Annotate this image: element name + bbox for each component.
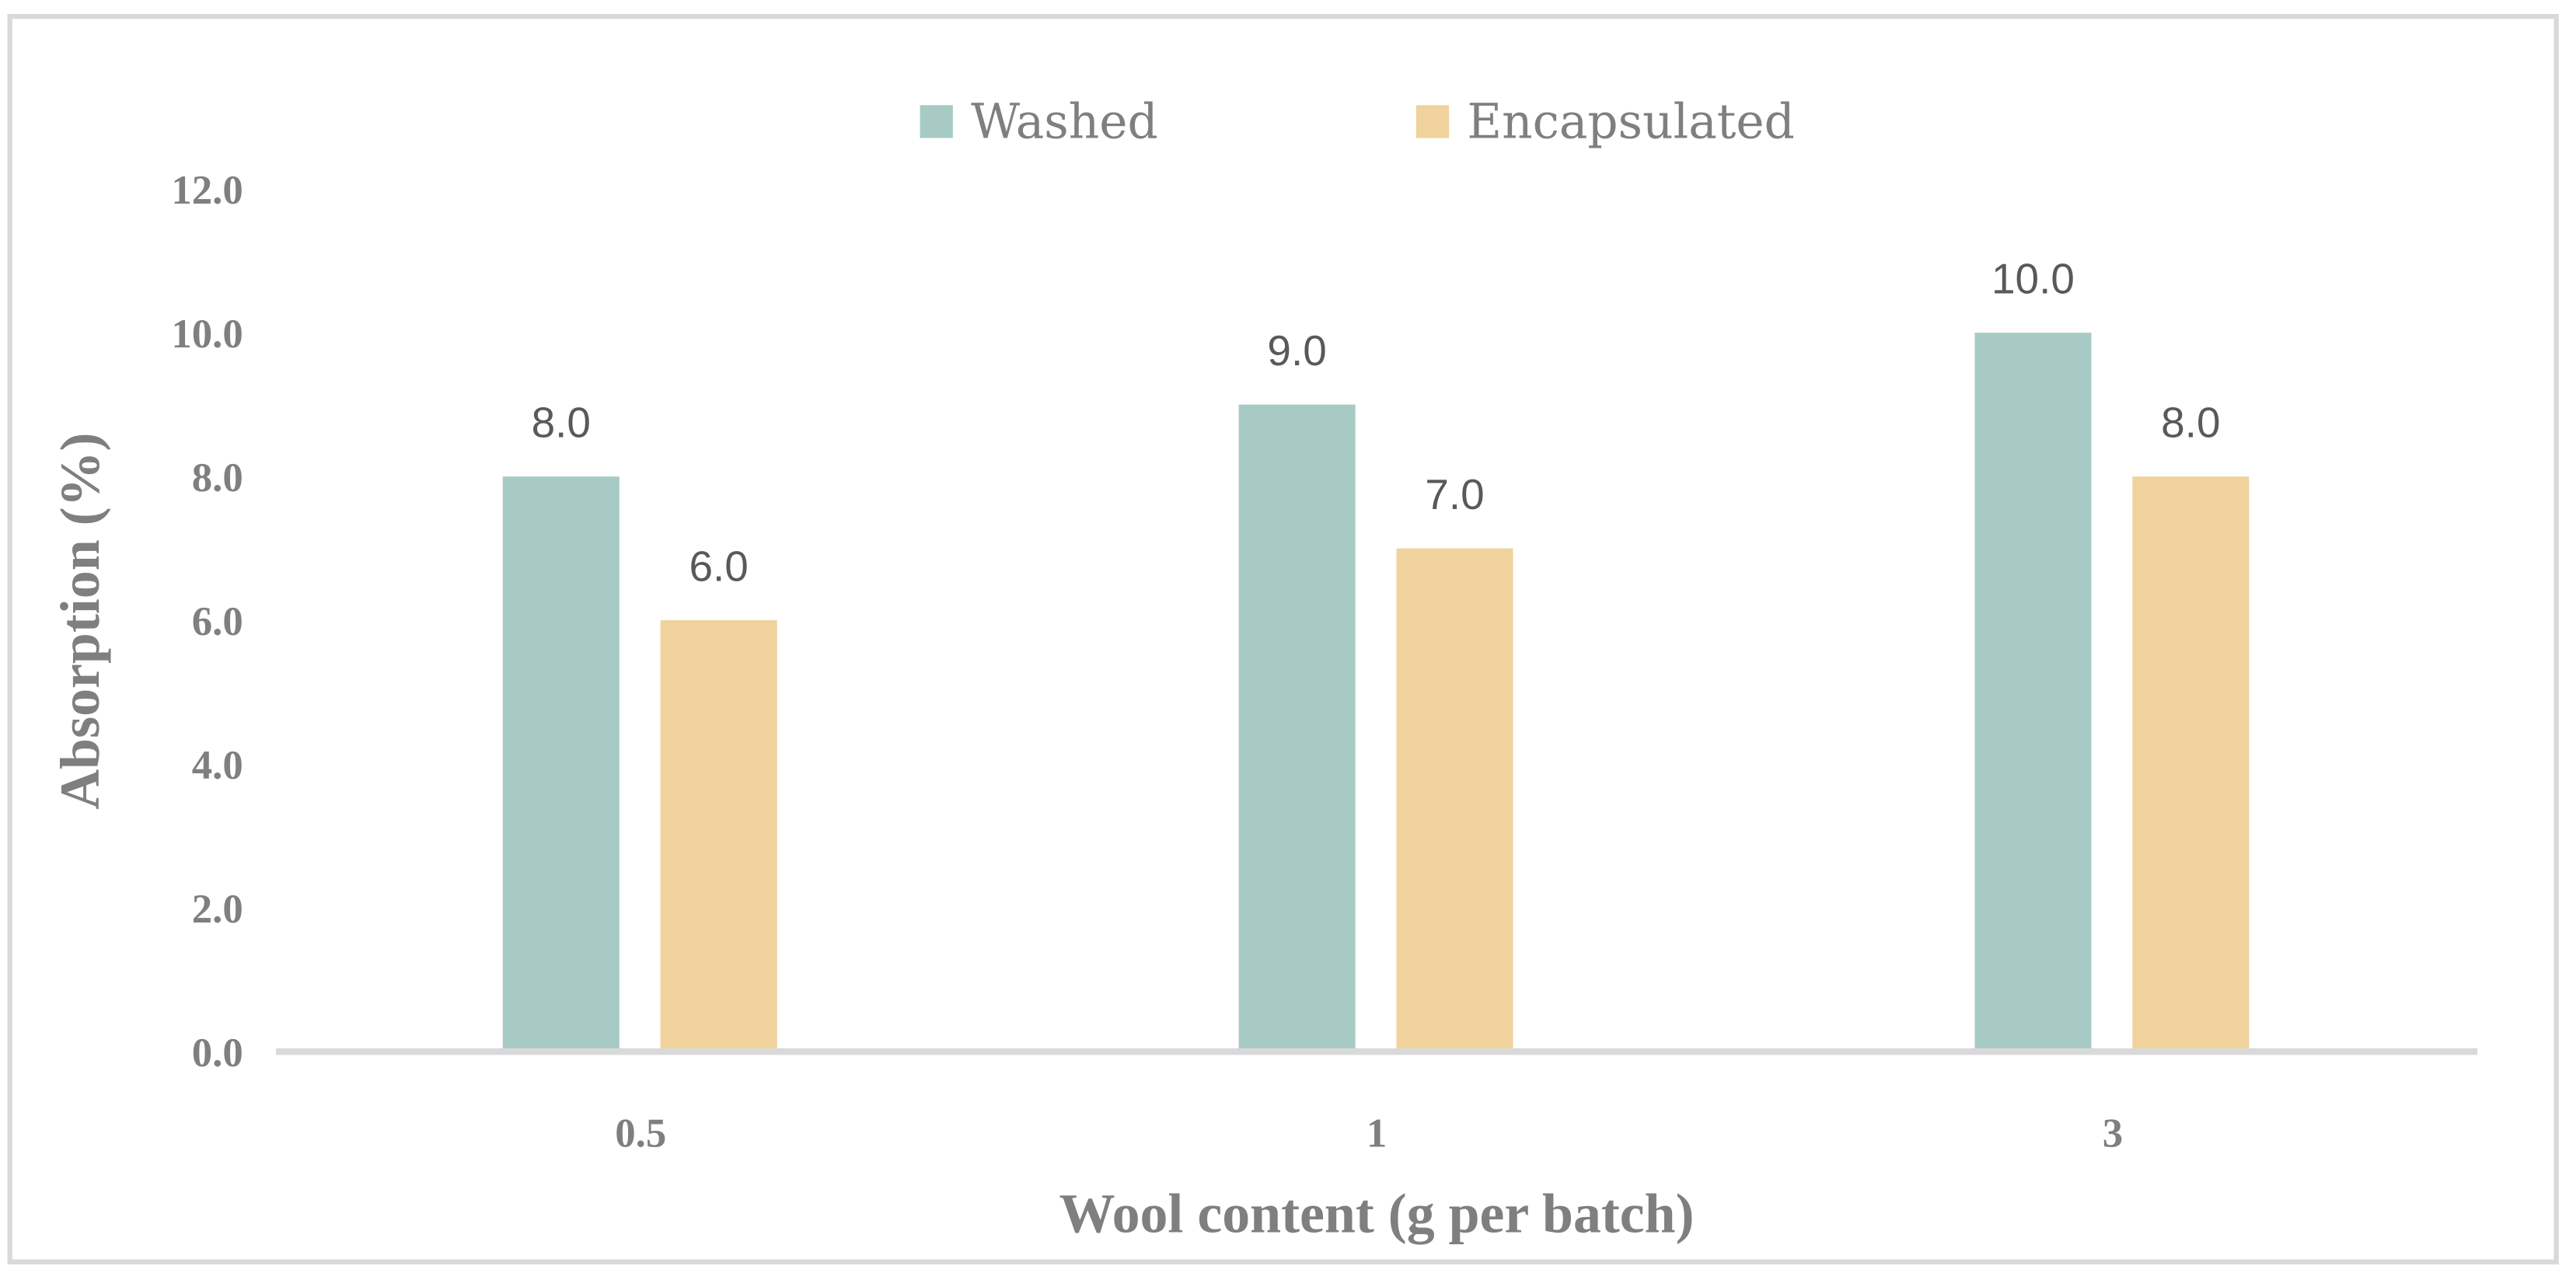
bar-washed-0.5 bbox=[502, 476, 620, 1052]
y-axis-title: Absorption (%) bbox=[49, 433, 111, 810]
bar-encapsulated-0.5 bbox=[660, 620, 777, 1052]
x-tick-label: 1 bbox=[1367, 1111, 1387, 1156]
y-tick-label: 8.0 bbox=[192, 455, 243, 500]
bar-encapsulated-3 bbox=[2132, 476, 2250, 1052]
data-label: 9.0 bbox=[1267, 326, 1326, 375]
legend: Washed Encapsulated bbox=[920, 95, 1795, 150]
legend-label-encapsulated: Encapsulated bbox=[1467, 95, 1795, 150]
data-label: 6.0 bbox=[689, 542, 748, 590]
data-label: 10.0 bbox=[1991, 254, 2075, 302]
bar-washed-3 bbox=[1974, 333, 2092, 1052]
legend-label-washed: Washed bbox=[971, 95, 1158, 150]
x-tick-label: 0.5 bbox=[615, 1111, 666, 1156]
y-tick-label: 4.0 bbox=[192, 743, 243, 788]
y-tick-label: 12.0 bbox=[171, 168, 243, 213]
legend-swatch-washed bbox=[920, 105, 953, 138]
y-tick-label: 6.0 bbox=[192, 599, 243, 644]
y-tick-label: 0.0 bbox=[192, 1031, 243, 1076]
data-label: 7.0 bbox=[1425, 470, 1484, 518]
y-tick-label: 10.0 bbox=[171, 312, 243, 357]
data-label: 8.0 bbox=[2161, 398, 2220, 446]
x-axis-title: Wool content (g per batch) bbox=[1059, 1183, 1695, 1245]
y-axis-ticks: 0.0 2.0 4.0 6.0 8.0 10.0 12.0 bbox=[171, 168, 243, 1076]
x-axis-ticks: 0.5 1 3 bbox=[615, 1111, 2123, 1156]
bars: 8.0 6.0 9.0 7.0 10.0 8.0 bbox=[502, 254, 2250, 1052]
data-label: 8.0 bbox=[532, 398, 591, 446]
x-tick-label: 3 bbox=[2103, 1111, 2123, 1156]
legend-swatch-encapsulated bbox=[1415, 105, 1450, 138]
bar-washed-1 bbox=[1238, 404, 1356, 1052]
y-tick-label: 2.0 bbox=[192, 887, 243, 932]
bar-encapsulated-1 bbox=[1396, 548, 1513, 1052]
